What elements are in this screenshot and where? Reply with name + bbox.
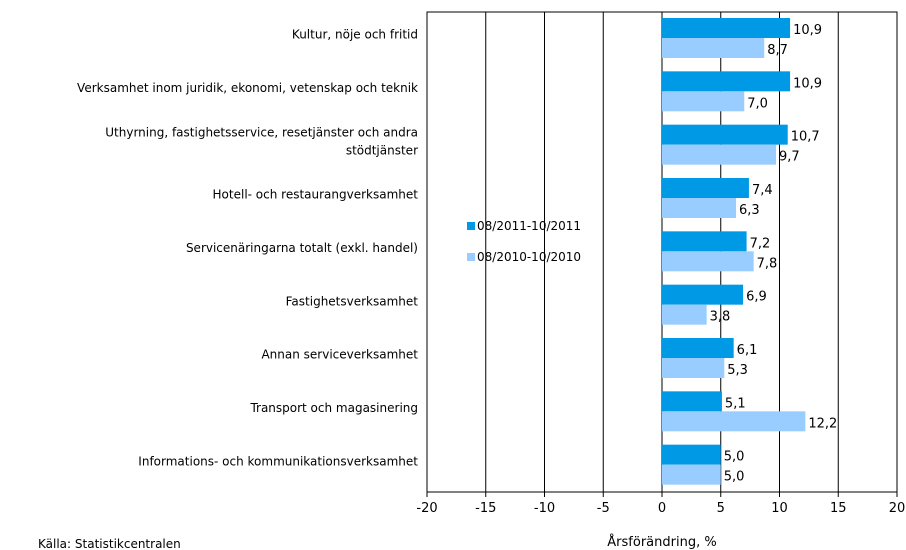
data-label: 10,7: [791, 130, 820, 145]
data-label: 6,1: [737, 343, 758, 358]
category-label: Servicenäringarna totalt (exkl. handel): [186, 241, 418, 255]
bar: [662, 178, 749, 198]
legend-swatch: [467, 222, 475, 230]
x-axis-label: Årsförändring, %: [607, 534, 716, 550]
bar: [662, 444, 721, 465]
category-label: Transport och magasinering: [249, 401, 418, 415]
data-label: 6,9: [746, 290, 767, 305]
bar: [662, 391, 722, 412]
category-label: Informations- och kommunikationsverksamh…: [138, 454, 418, 468]
x-tick-label: 0: [658, 501, 666, 516]
data-label: 7,2: [750, 236, 771, 251]
data-label: 10,9: [793, 76, 822, 91]
x-tick-label: -15: [475, 501, 496, 516]
data-labels: 10,9 8,7 10,9 7,0 10,7 9,7 7,4 6,3 7,2 7,8 6,9 3,8 6…: [710, 23, 838, 485]
bar: [662, 38, 765, 58]
bar: [662, 144, 776, 165]
bar: [662, 198, 737, 218]
data-label: 7,0: [747, 96, 768, 111]
legend-label: 08/2011-10/2011: [477, 219, 581, 233]
bar: [662, 231, 747, 252]
category-label: Uthyrning, fastighetsservice, resetjänst…: [105, 125, 418, 139]
category-label: Hotell- och restaurangverksamhet: [213, 188, 419, 202]
data-label: 6,3: [739, 203, 760, 218]
category-label: Fastighetsverksamhet: [286, 294, 419, 308]
plot-frame: [426, 11, 898, 493]
data-label: 5,1: [725, 396, 746, 411]
bar: [662, 338, 734, 358]
category-label: stödtjänster: [346, 143, 418, 157]
legend-label: 08/2010-10/2010: [477, 250, 581, 264]
data-label: 7,4: [752, 183, 773, 198]
bar: [662, 18, 791, 38]
x-tick-label: 20: [889, 501, 906, 516]
data-label: 5,3: [727, 363, 748, 378]
bar: [662, 464, 721, 485]
bar: [662, 71, 791, 92]
bar: [662, 304, 707, 325]
category-label: Annan serviceverksamhet: [261, 348, 418, 362]
x-tick-label: -20: [416, 501, 437, 516]
legend-swatch: [467, 253, 475, 261]
data-label: 5,0: [724, 450, 745, 465]
bar: [662, 358, 725, 378]
legend: 08/2011-10/2011 08/2010-10/2010: [467, 219, 581, 264]
x-tick-labels: -20 -15 -10 -5 0 5 10 15 20: [416, 501, 905, 516]
source-note: Källa: Statistikcentralen: [38, 537, 181, 550]
data-label: 10,9: [793, 23, 822, 38]
x-tick-label: 10: [771, 501, 788, 516]
bar: [662, 124, 788, 145]
bar: [662, 91, 745, 112]
data-label: 9,7: [779, 150, 800, 165]
data-label: 5,0: [724, 470, 745, 485]
x-tick-label: 5: [717, 501, 725, 516]
category-labels: Kultur, nöje och fritid Verksamhet inom j…: [77, 28, 418, 469]
data-label: 8,7: [767, 43, 788, 58]
bars: [662, 18, 806, 485]
data-label: 12,2: [808, 416, 837, 431]
category-label: Kultur, nöje och fritid: [292, 28, 418, 42]
data-label: 3,8: [710, 310, 731, 325]
category-label: Verksamhet inom juridik, ekonomi, vetens…: [77, 81, 418, 95]
x-tick-label: -10: [534, 501, 555, 516]
bar: [662, 251, 754, 272]
bar: [662, 411, 806, 432]
bar: [662, 284, 744, 305]
x-tick-label: 15: [830, 501, 847, 516]
x-tick-label: -5: [597, 501, 610, 516]
data-label: 7,8: [757, 256, 778, 271]
